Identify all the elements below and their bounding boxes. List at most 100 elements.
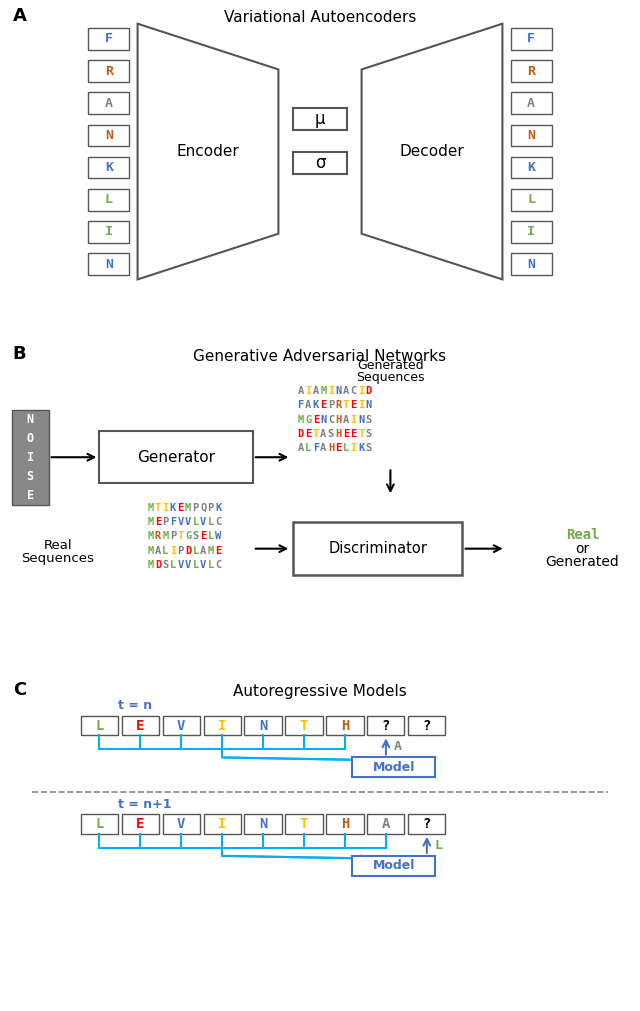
Text: D: D xyxy=(155,560,161,570)
Text: L: L xyxy=(435,839,443,851)
Text: V: V xyxy=(185,518,191,528)
Text: S: S xyxy=(365,429,372,439)
Text: E: E xyxy=(200,532,206,542)
Text: I: I xyxy=(527,225,535,239)
Text: A: A xyxy=(381,817,390,831)
FancyBboxPatch shape xyxy=(163,815,200,834)
Text: D: D xyxy=(298,429,304,439)
FancyBboxPatch shape xyxy=(408,815,445,834)
Text: E: E xyxy=(343,429,349,439)
Text: I: I xyxy=(351,443,356,453)
Text: V: V xyxy=(177,560,184,570)
Text: E: E xyxy=(351,429,356,439)
Text: P: P xyxy=(193,503,199,513)
Text: E: E xyxy=(215,546,221,556)
Text: N: N xyxy=(105,258,113,271)
Text: I: I xyxy=(218,817,227,831)
FancyBboxPatch shape xyxy=(352,757,435,777)
Text: A: A xyxy=(155,546,161,556)
Text: K: K xyxy=(313,400,319,410)
Text: T: T xyxy=(177,532,184,542)
FancyBboxPatch shape xyxy=(352,856,435,876)
Text: H: H xyxy=(340,817,349,831)
Text: E: E xyxy=(335,443,342,453)
FancyBboxPatch shape xyxy=(88,157,129,179)
FancyBboxPatch shape xyxy=(285,815,323,834)
Text: P: P xyxy=(328,400,334,410)
Text: L: L xyxy=(105,193,113,206)
FancyBboxPatch shape xyxy=(367,716,404,735)
Text: N: N xyxy=(26,412,34,426)
Text: K: K xyxy=(105,161,113,174)
Text: D: D xyxy=(185,546,191,556)
Text: B: B xyxy=(13,346,26,364)
Text: S: S xyxy=(365,443,372,453)
FancyBboxPatch shape xyxy=(81,815,118,834)
FancyBboxPatch shape xyxy=(88,61,129,82)
Text: K: K xyxy=(170,503,176,513)
Text: E: E xyxy=(305,429,312,439)
Text: Real: Real xyxy=(566,528,599,542)
Text: Decoder: Decoder xyxy=(399,144,465,159)
Text: H: H xyxy=(335,415,342,425)
Text: F: F xyxy=(527,32,535,45)
Text: F: F xyxy=(170,518,176,528)
Text: μ: μ xyxy=(315,109,325,127)
Text: T: T xyxy=(300,817,308,831)
Text: A: A xyxy=(298,443,304,453)
Text: S: S xyxy=(26,470,34,482)
Text: N: N xyxy=(365,400,372,410)
Text: H: H xyxy=(335,429,342,439)
Text: P: P xyxy=(170,532,176,542)
Text: N: N xyxy=(320,415,326,425)
FancyBboxPatch shape xyxy=(511,92,552,114)
Text: or: or xyxy=(575,542,589,556)
Text: Generated: Generated xyxy=(357,359,424,372)
Text: Model: Model xyxy=(372,761,415,774)
FancyBboxPatch shape xyxy=(511,221,552,243)
Text: Real: Real xyxy=(44,539,72,552)
Text: P: P xyxy=(163,518,168,528)
Text: M: M xyxy=(147,518,154,528)
FancyBboxPatch shape xyxy=(88,92,129,114)
Text: Generator: Generator xyxy=(137,450,215,465)
Text: S: S xyxy=(193,532,199,542)
Text: T: T xyxy=(358,429,364,439)
Text: L: L xyxy=(193,560,199,570)
FancyBboxPatch shape xyxy=(204,716,241,735)
FancyBboxPatch shape xyxy=(81,716,118,735)
Text: O: O xyxy=(26,432,34,445)
Text: Variational Autoencoders: Variational Autoencoders xyxy=(224,10,416,25)
Text: E: E xyxy=(320,400,326,410)
Text: V: V xyxy=(200,518,206,528)
Text: W: W xyxy=(215,532,221,542)
Text: V: V xyxy=(177,719,186,733)
Text: L: L xyxy=(527,193,535,206)
Text: Q: Q xyxy=(200,503,206,513)
Text: C: C xyxy=(328,415,334,425)
Text: C: C xyxy=(215,518,221,528)
Text: L: L xyxy=(95,817,104,831)
Text: I: I xyxy=(358,386,364,396)
Text: A: A xyxy=(305,400,312,410)
Text: I: I xyxy=(26,451,34,464)
Text: ?: ? xyxy=(422,817,431,831)
Text: Model: Model xyxy=(372,859,415,872)
Text: N: N xyxy=(527,129,535,142)
Text: E: E xyxy=(313,415,319,425)
Text: E: E xyxy=(136,719,145,733)
Text: D: D xyxy=(365,386,372,396)
Text: Sequences: Sequences xyxy=(21,552,94,565)
Text: Encoder: Encoder xyxy=(177,144,239,159)
Text: K: K xyxy=(527,161,535,174)
FancyBboxPatch shape xyxy=(293,523,462,575)
Text: N: N xyxy=(358,415,364,425)
Text: E: E xyxy=(26,488,34,501)
Polygon shape xyxy=(362,23,502,279)
FancyBboxPatch shape xyxy=(88,189,129,210)
FancyBboxPatch shape xyxy=(163,716,200,735)
Text: M: M xyxy=(163,532,168,542)
Text: T: T xyxy=(313,429,319,439)
Text: K: K xyxy=(215,503,221,513)
Text: A: A xyxy=(343,415,349,425)
